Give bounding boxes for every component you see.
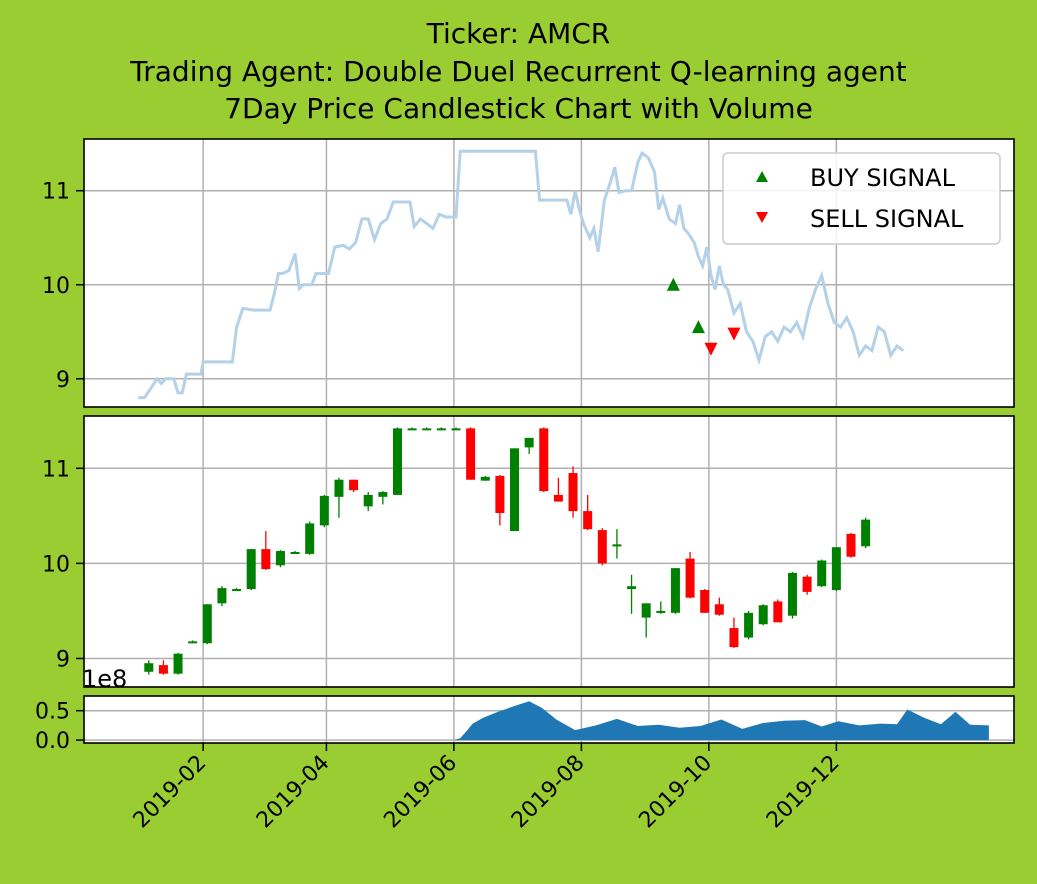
x-tick-label: 2019-08 — [507, 751, 590, 834]
x-axis-ticks: 2019-02 2019-04 2019-06 2019-08 2019-10 2019-… — [129, 743, 845, 833]
candle-body — [144, 663, 154, 672]
candle-body — [217, 588, 227, 604]
candle-body — [158, 665, 168, 674]
candle-body — [597, 530, 607, 564]
buy-legend-label: BUY SIGNAL — [810, 164, 956, 192]
candle-body — [802, 576, 812, 592]
candle-body — [261, 549, 271, 570]
candle-body — [714, 604, 724, 615]
candle-body — [334, 479, 344, 497]
price-y-ticks: 9 10 11 — [42, 180, 84, 393]
candle-body — [436, 428, 446, 431]
candle-body — [349, 479, 359, 491]
candle-body — [524, 437, 534, 448]
y-tick-label: 10 — [42, 552, 70, 577]
candle-body — [817, 560, 827, 587]
candle-body — [290, 551, 300, 554]
candle-body — [407, 428, 417, 431]
candle-body — [539, 428, 549, 492]
candle-body — [758, 605, 768, 625]
x-tick-label: 2019-12 — [762, 751, 845, 834]
candle-body — [392, 428, 402, 495]
y-tick-label: 11 — [42, 457, 70, 482]
x-tick-label: 2019-10 — [634, 751, 717, 834]
candle-body — [744, 612, 754, 638]
buy-signal-marker — [691, 320, 705, 334]
candle-body — [670, 568, 680, 613]
y-tick-label: 9 — [56, 647, 70, 672]
candle-body — [510, 448, 520, 532]
candle-body — [188, 641, 198, 644]
volume-y-ticks: 0.00.5 — [35, 700, 84, 754]
candle-y-ticks: 9 10 11 — [42, 457, 84, 672]
sell-signal-marker — [704, 342, 718, 356]
x-tick-label: 2019-06 — [379, 751, 462, 834]
y-tick-label: 9 — [56, 368, 70, 393]
candle-body — [729, 628, 739, 648]
candle-body — [319, 495, 329, 526]
price-line — [138, 149, 905, 400]
candle-body — [378, 492, 388, 497]
buy-signal-marker — [666, 277, 680, 291]
candle-body — [275, 551, 285, 566]
candle-body — [568, 473, 578, 512]
candle-body — [700, 590, 710, 613]
legend: BUY SIGNAL SELL SIGNAL — [722, 152, 1001, 245]
candle-body — [612, 544, 622, 547]
signal-markers — [666, 277, 741, 356]
y-tick-label: 11 — [42, 180, 70, 205]
sell-legend-label: SELL SIGNAL — [810, 205, 964, 233]
candle-body — [773, 601, 783, 623]
sell-signal-marker — [727, 327, 741, 341]
volume-area — [138, 701, 989, 741]
candle-grid — [84, 416, 1014, 687]
price-panel: 9 10 11 BUY SIGNAL SELL SIGNAL — [42, 138, 1015, 408]
y-tick-label: 10 — [42, 274, 70, 299]
y-tick-label: 0.5 — [35, 700, 70, 725]
candle-body — [173, 653, 183, 674]
candle-body — [422, 428, 432, 431]
candle-body — [583, 511, 593, 530]
volume-panel: 0.00.5 1e8 — [35, 665, 1015, 754]
candle-body — [466, 428, 476, 480]
candle-body — [627, 586, 637, 590]
candle-body — [787, 572, 797, 616]
candle-body — [232, 589, 242, 592]
candle-body — [831, 547, 841, 591]
candle-body — [480, 476, 490, 481]
candle-body — [305, 523, 315, 554]
candle-body — [685, 558, 695, 598]
sell-legend-marker-icon — [756, 212, 768, 223]
candle-body — [861, 519, 871, 547]
candle-body — [246, 549, 256, 590]
candle-body — [846, 533, 856, 557]
x-tick-label: 2019-04 — [252, 751, 335, 834]
candle-body — [202, 604, 212, 644]
chart-title-line-1: Ticker: AMCR — [426, 17, 611, 50]
y-tick-label: 0.0 — [35, 729, 70, 754]
candle-body — [363, 494, 373, 507]
x-tick-label: 2019-02 — [129, 751, 212, 834]
candle-body — [656, 610, 666, 613]
candles — [144, 427, 871, 675]
candle-body — [495, 475, 505, 513]
volume-offset-label: 1e8 — [82, 665, 127, 693]
candle-body — [641, 603, 651, 618]
candlestick-panel: 9 10 11 — [42, 415, 1015, 688]
chart-title-line-2: Trading Agent: Double Duel Recurrent Q-l… — [130, 55, 907, 88]
buy-legend-marker-icon — [756, 171, 768, 182]
candle-body — [451, 428, 461, 431]
chart-title-line-3: 7Day Price Candlestick Chart with Volume — [224, 92, 813, 125]
candle-body — [553, 494, 563, 502]
